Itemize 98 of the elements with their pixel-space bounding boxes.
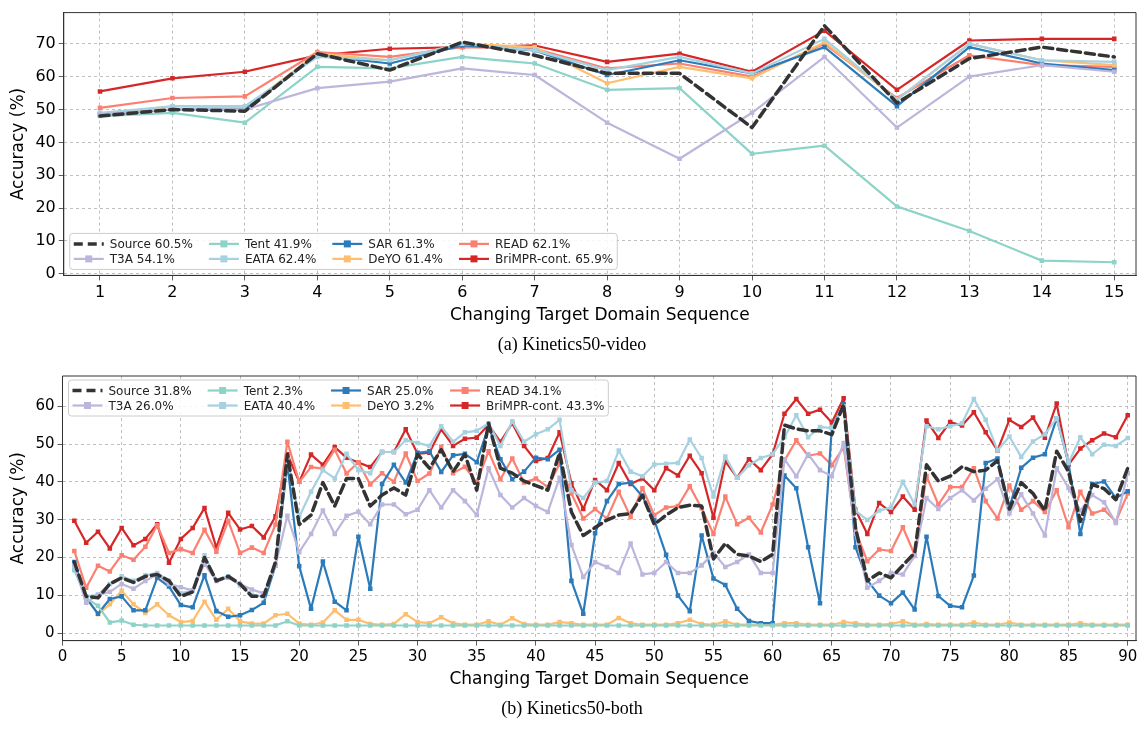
point	[1112, 260, 1117, 265]
x-tick-label: 2	[167, 282, 178, 302]
legend-label: READ 62.1%	[494, 237, 571, 252]
legend-label: Source 31.8%	[108, 383, 192, 398]
y-axis-title: Accuracy (%)	[6, 87, 27, 201]
point	[677, 156, 682, 162]
legend-label: SAR 61.3%	[368, 237, 435, 252]
y-tick-label: 30	[35, 509, 55, 528]
legend-label: BriMPR-cont. 65.9%	[494, 252, 614, 267]
point	[170, 95, 175, 101]
x-tick-label: 11	[814, 282, 835, 302]
legend-label: BriMPR-cont. 43.3%	[486, 398, 605, 413]
legend-label: Source 60.5%	[109, 237, 193, 252]
x-tick-label: 85	[1058, 647, 1079, 666]
point	[822, 54, 827, 60]
point	[894, 204, 900, 209]
y-tick-label: 50	[35, 98, 56, 118]
x-axis-title: Changing Target Domain Sequence	[450, 304, 750, 325]
legend-label: EATA 62.4%	[244, 252, 317, 267]
y-tick-label: 30	[35, 164, 56, 184]
legend-label: T3A 54.1%	[108, 252, 175, 267]
x-tick-label: 15	[1104, 282, 1125, 302]
legend-label: EATA 40.4%	[243, 398, 316, 413]
x-tick-label: 1	[94, 282, 106, 302]
x-tick-label: 0	[57, 647, 68, 666]
point	[677, 64, 682, 70]
y-tick-label: 0	[44, 622, 55, 641]
y-tick-label: 50	[35, 433, 55, 452]
y-tick-label: 0	[45, 262, 56, 282]
x-tick-label: 12	[886, 282, 908, 302]
legend-label: DeYO 3.2%	[367, 398, 435, 413]
x-tick-label: 10	[741, 282, 763, 302]
x-tick-label: 13	[959, 282, 980, 302]
x-axis-title: Changing Target Domain Sequence	[449, 668, 750, 689]
point	[170, 76, 175, 81]
point	[242, 120, 248, 125]
legend-label: SAR 25.0%	[367, 383, 434, 398]
y-tick-label: 60	[35, 65, 56, 85]
x-tick-label: 7	[529, 282, 540, 302]
x-tick-label: 60	[763, 647, 783, 666]
y-tick-label: 10	[35, 585, 55, 604]
point	[822, 143, 827, 148]
legend-label: READ 34.1%	[486, 383, 562, 398]
y-tick-label: 20	[35, 197, 56, 217]
x-tick-label: 14	[1031, 282, 1052, 302]
x-tick-label: 70	[881, 647, 901, 666]
line-series	[98, 23, 1117, 130]
x-tick-label: 3	[239, 282, 250, 302]
x-tick-label: 35	[467, 647, 487, 666]
x-tick-label: 6	[457, 282, 468, 302]
point	[532, 61, 537, 66]
y-tick-label: 60	[35, 396, 55, 415]
legend-label: Tent 41.9%	[243, 237, 312, 252]
point	[242, 94, 248, 99]
text: (a) Kinetics50-video	[496, 334, 648, 356]
x-tick-label: 55	[703, 647, 724, 666]
point	[677, 85, 682, 91]
x-tick-label: 75	[940, 647, 960, 666]
x-tick-label: 9	[674, 282, 685, 302]
x-tick-label: 40	[526, 647, 546, 666]
point	[387, 79, 393, 84]
point	[894, 125, 900, 130]
point	[967, 74, 972, 79]
point	[97, 89, 103, 94]
x-tick-label: 30	[408, 647, 428, 666]
point	[604, 120, 610, 125]
point	[459, 66, 465, 71]
point	[387, 46, 393, 51]
y-tick-label: 10	[35, 230, 56, 250]
point	[1112, 36, 1117, 42]
x-tick-label: 20	[289, 647, 309, 666]
y-axis-title: Accuracy (%)	[6, 452, 27, 565]
x-tick-label: 8	[602, 282, 613, 302]
text: (b) Kinetics50-both	[500, 698, 644, 720]
x-tick-label: 10	[171, 647, 191, 666]
point	[967, 228, 972, 234]
x-tick-label: 50	[644, 647, 664, 666]
x-tick-label: 65	[822, 647, 842, 666]
y-tick-label: 40	[35, 471, 55, 490]
legend-label: Tent 2.3%	[242, 383, 303, 398]
x-tick-label: 4	[312, 282, 323, 302]
x-tick-label: 5	[384, 282, 395, 302]
point	[1039, 258, 1045, 263]
legend-label: T3A 26.0%	[107, 398, 174, 413]
x-tick-label: 80	[999, 647, 1019, 666]
point	[315, 64, 320, 70]
x-tick-label: 25	[348, 647, 368, 666]
point	[532, 72, 537, 78]
x-tick-label: 90	[1118, 647, 1138, 666]
y-tick-label: 20	[35, 547, 55, 566]
x-tick-label: 15	[230, 647, 250, 666]
point	[242, 69, 248, 74]
y-tick-label: 40	[35, 131, 56, 151]
y-tick-label: 70	[35, 32, 56, 52]
legend-label: DeYO 61.4%	[368, 252, 443, 267]
x-tick-label: 5	[116, 647, 127, 666]
point	[315, 85, 320, 91]
x-tick-label: 45	[585, 647, 605, 666]
